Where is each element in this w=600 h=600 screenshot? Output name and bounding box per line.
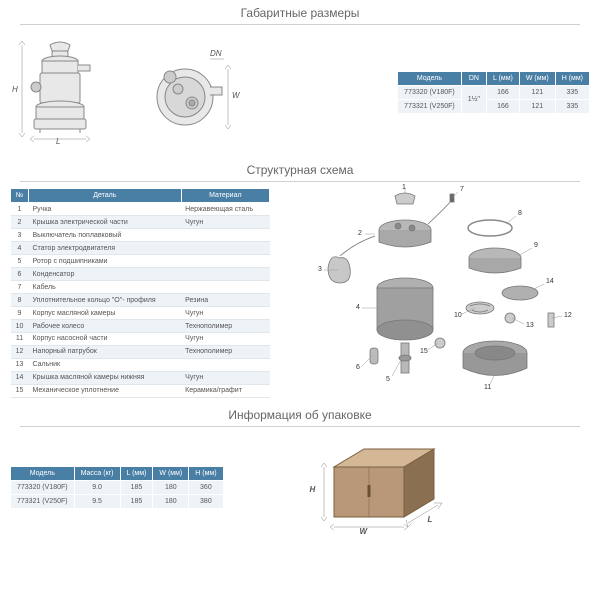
table-row: 6Конденсатор xyxy=(11,268,270,281)
table-row: 1РучкаНержавеющая сталь xyxy=(11,203,270,216)
table-row: 5Ротор с подшипниками xyxy=(11,255,270,268)
dim-label-dn: DN xyxy=(210,49,222,58)
table-row: 773320 (V180F) 9.0 185 180 360 xyxy=(11,480,224,494)
callout: 9 xyxy=(534,242,538,249)
callout: 14 xyxy=(546,278,554,285)
th-h: H (мм) xyxy=(189,466,223,480)
dim-label-l: L xyxy=(56,137,60,146)
parts-table: № Деталь Материал 1РучкаНержавеющая стал… xyxy=(10,188,270,398)
th-w: W (мм) xyxy=(153,466,189,480)
exploded-view: 1 2 3 4 5 6 7 8 9 10 11 12 13 14 15 xyxy=(280,188,580,398)
table-row: 773321 (V250F) 9.5 185 180 380 xyxy=(11,494,224,508)
box-label-w: W xyxy=(360,527,368,536)
table-row: 14Крышка масляной камеры нижняяЧугун xyxy=(11,371,270,384)
table-row: 7Кабель xyxy=(11,281,270,294)
callout: 13 xyxy=(526,322,534,329)
box-3d-drawing: H W L xyxy=(294,437,454,537)
table-row: 3Выключатель поплавковый xyxy=(11,229,270,242)
callout: 12 xyxy=(564,312,572,319)
table-row: 13Сальник xyxy=(11,358,270,371)
th-l: L (мм) xyxy=(486,71,519,85)
packaging-table: Модель Масса (кг) L (мм) W (мм) H (мм) 7… xyxy=(10,466,224,509)
callout: 2 xyxy=(358,230,362,237)
th-material: Материал xyxy=(181,189,269,203)
table-row: 11Корпус насосной частиЧугун xyxy=(11,333,270,346)
table-row: 773320 (V180F) 1½" 166 121 335 xyxy=(398,85,590,99)
section-title-dimensions: Габаритные размеры xyxy=(0,0,600,22)
th-h: H (мм) xyxy=(555,71,589,85)
dimensions-section: H L W DN Модель DN xyxy=(0,27,600,157)
callout: 1 xyxy=(402,184,406,191)
callout: 7 xyxy=(460,186,464,193)
callout: 3 xyxy=(318,266,322,273)
dim-table-wrap: Модель DN L (мм) W (мм) H (мм) 773320 (V… xyxy=(397,71,590,114)
divider xyxy=(20,24,580,25)
table-row: 15Механическое уплотнениеКерамика/графит xyxy=(11,384,270,397)
pump-side-drawing: H L xyxy=(10,37,130,147)
dimensions-table: Модель DN L (мм) W (мм) H (мм) 773320 (V… xyxy=(397,71,590,114)
table-row: 10Рабочее колесоТехнополимер xyxy=(11,320,270,333)
section-title-structure: Структурная схема xyxy=(0,157,600,179)
box-label-l: L xyxy=(428,515,433,524)
callout: 6 xyxy=(356,364,360,371)
th-model: Модель xyxy=(11,466,75,480)
section-title-packaging: Информация об упаковке xyxy=(0,402,600,424)
divider xyxy=(20,426,580,427)
table-row: 12Напорный патрубокТехнополимер xyxy=(11,345,270,358)
callout: 4 xyxy=(356,304,360,311)
table-row: 4Статор электродвигателя xyxy=(11,242,270,255)
dim-label-h: H xyxy=(12,85,18,94)
box-label-h: H xyxy=(310,485,316,494)
th-w: W (мм) xyxy=(519,71,555,85)
th-part: Деталь xyxy=(29,189,182,203)
callout: 5 xyxy=(386,376,390,383)
callout: 8 xyxy=(518,210,522,217)
structure-section: № Деталь Материал 1РучкаНержавеющая стал… xyxy=(0,184,600,402)
pump-top-drawing: W DN xyxy=(140,47,240,137)
th-mass: Масса (кг) xyxy=(74,466,120,480)
divider xyxy=(20,181,580,182)
th-model: Модель xyxy=(398,71,462,85)
th-dn: DN xyxy=(461,71,486,85)
packaging-section: Модель Масса (кг) L (мм) W (мм) H (мм) 7… xyxy=(0,429,600,545)
table-row: 773321 (V250F) 166 121 335 xyxy=(398,99,590,113)
th-l: L (мм) xyxy=(120,466,153,480)
callout: 15 xyxy=(420,348,428,355)
dim-label-w: W xyxy=(232,91,240,100)
th-n: № xyxy=(11,189,29,203)
callout: 10 xyxy=(454,312,462,319)
table-row: 2Крышка электрической частиЧугун xyxy=(11,216,270,229)
table-row: 9Корпус масляной камерыЧугун xyxy=(11,307,270,320)
table-row: 8Уплотнительное кольцо "О"- профиляРезин… xyxy=(11,294,270,307)
callout: 11 xyxy=(484,384,491,391)
